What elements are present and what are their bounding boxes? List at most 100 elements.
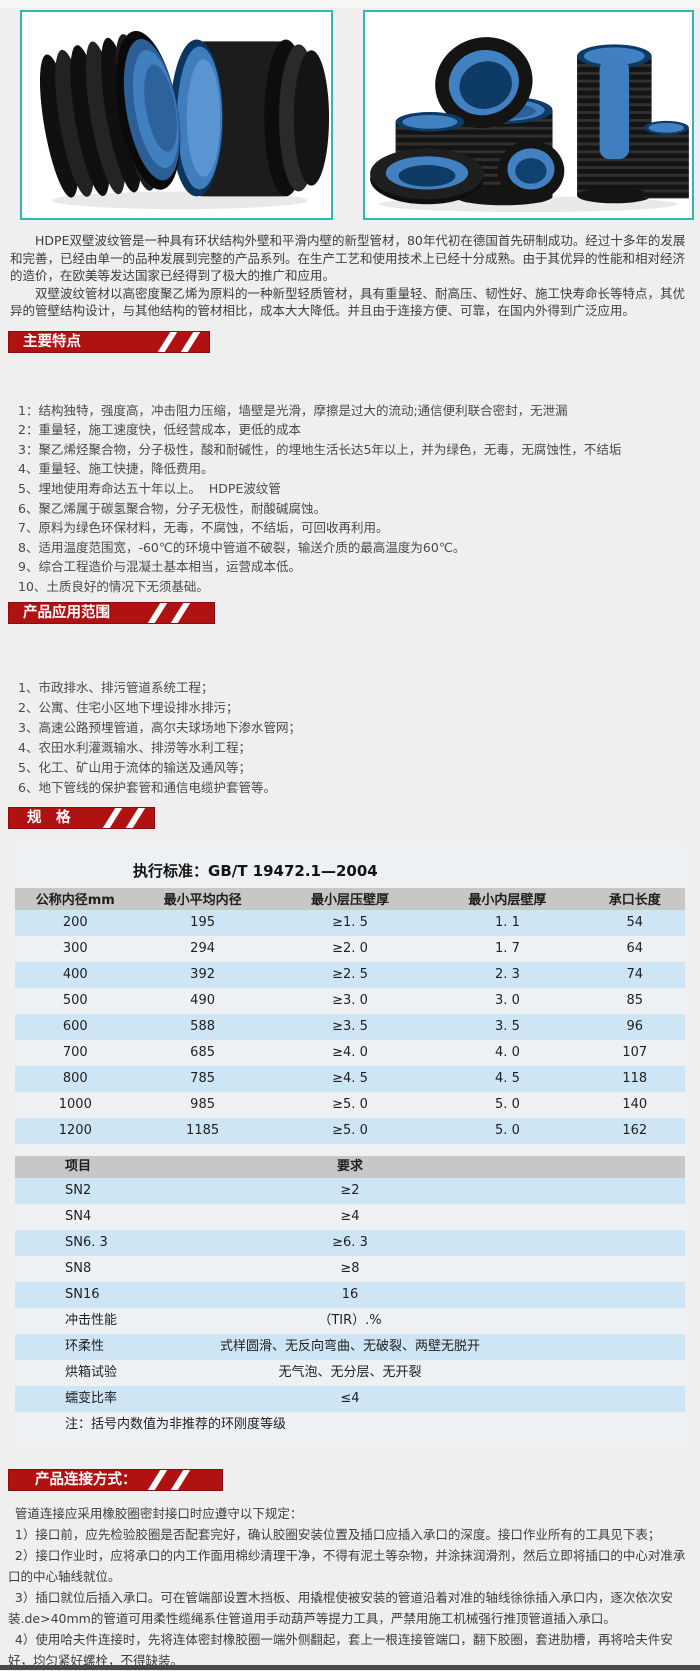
- cell-socket-length: 107: [622, 1045, 648, 1061]
- features-list: 1：结构独特，强度高，冲击阻力压缩，墙壁是光滑，摩擦是过大的流动;通信便利联合密…: [18, 362, 700, 597]
- cell-min-laminated-wall: ≥5. 0: [332, 1123, 368, 1139]
- cell-socket-length: 54: [626, 915, 644, 931]
- cell-min-laminated-wall: ≥3. 0: [332, 993, 368, 1009]
- cell-nominal-diameter: 1200: [58, 1123, 92, 1139]
- connection-paragraph: 1）接口前，应先检验胶圈是否配套完好，确认胶圈安装位置及插口应插入承口的深度。接…: [14, 1526, 661, 1542]
- product-photo-pipe-pair: [20, 10, 333, 220]
- feature-item: 1：结构独特，强度高，冲击阻力压缩，墙壁是光滑，摩擦是过大的流动;通信便利联合密…: [18, 402, 568, 418]
- cell-socket-length: 140: [622, 1097, 648, 1113]
- cell-nominal-diameter: 1000: [58, 1097, 92, 1113]
- table-row: 800 785 ≥4. 5 4. 5 118: [15, 1065, 685, 1092]
- cell-item: SN4: [65, 1208, 92, 1224]
- pipe-right: [170, 39, 330, 197]
- connection-paragraph: 2）接口作业时，应将承口的内工作面用棉纱清理干净，不得有泥土等杂物，并涂抹润滑剂…: [8, 1547, 686, 1584]
- table-row: 200 195 ≥1. 5 1. 1 54: [15, 909, 685, 936]
- pipe-left: [39, 30, 181, 198]
- dimension-table: 公称内径mm 最小平均内径 最小层压壁厚 最小内层壁厚 承口长度 200 195 ≥1.…: [15, 887, 685, 1144]
- connection-instructions: 管道连接应采用橡胶圈密封接口时应遵守以下规定： 1）接口前，应先检验胶圈是否配套完…: [8, 1503, 692, 1671]
- cell-nominal-diameter: 600: [62, 1019, 88, 1035]
- cell-socket-length: 162: [622, 1123, 648, 1139]
- intro-paragraph-2: 双壁波纹管材以高密度聚乙烯为原料的一种新型轻质管材，具有重量轻、耐高压、韧性好、…: [10, 285, 686, 319]
- cell-min-laminated-wall: ≥1. 5: [332, 915, 368, 931]
- cell-item: SN8: [65, 1260, 92, 1276]
- table-row: 400 392 ≥2. 5 2. 3 74: [15, 961, 685, 988]
- column-header-item: 项目: [65, 1158, 92, 1174]
- performance-table-header-row: 要求 项目: [15, 1155, 685, 1178]
- table-row: 注：括号内数值为非推荐的环刚度等级: [15, 1412, 685, 1438]
- feature-item: 6、聚乙烯属于碳氢聚合物，分子无极性，耐酸碱腐蚀。: [18, 500, 326, 516]
- cell-item: 注：括号内数值为非推荐的环刚度等级: [65, 1416, 287, 1432]
- product-images: [0, 8, 700, 220]
- pipe-small-ring-front: [497, 140, 565, 202]
- cell-min-inner-wall: 2. 3: [495, 967, 520, 983]
- pipe-group-illustration: [366, 12, 691, 218]
- cell-requirement: ≥4: [340, 1208, 360, 1224]
- application-item: 3、高速公路预埋管道，高尔夫球场地下渗水管网；: [18, 719, 301, 735]
- cell-min-inner-wall: 4. 0: [495, 1045, 520, 1061]
- cell-min-avg-diameter: 685: [190, 1045, 215, 1061]
- column-header: 最小平均内径: [135, 887, 270, 910]
- section-header-features: 主要特点: [8, 330, 210, 353]
- table-row: 式样圆滑、无反向弯曲、无破裂、两壁无脱开 环柔性: [15, 1333, 685, 1360]
- pipe-tall-cutaway: [577, 44, 652, 204]
- cell-nominal-diameter: 300: [62, 941, 88, 957]
- application-item: 4、农田水利灌溉输水、排涝等水利工程；: [18, 739, 251, 755]
- cell-item: 冲击性能: [65, 1312, 118, 1328]
- cell-min-avg-diameter: 588: [190, 1019, 215, 1035]
- connection-paragraph: 管道连接应采用橡胶圈密封接口时应遵守以下规定：: [14, 1505, 303, 1521]
- cell-nominal-diameter: 700: [62, 1045, 88, 1061]
- application-item: 1、市政排水、排污管道系统工程；: [18, 679, 214, 695]
- table-row: 700 685 ≥4. 0 4. 0 107: [15, 1040, 685, 1066]
- cell-requirement: ≥6. 3: [332, 1234, 368, 1250]
- cell-requirement: 无气泡、无分层、无开裂: [278, 1364, 422, 1380]
- cell-min-laminated-wall: ≥4. 0: [332, 1045, 368, 1061]
- section-title: 产品应用范围: [23, 604, 110, 621]
- pipe-short-right: [643, 120, 689, 199]
- cell-min-inner-wall: 5. 0: [495, 1097, 520, 1113]
- page-top-strip: [0, 0, 700, 8]
- cell-nominal-diameter: 400: [62, 967, 88, 983]
- cell-socket-length: 74: [626, 967, 644, 983]
- cell-min-inner-wall: 1. 1: [495, 915, 520, 931]
- feature-item: 10、土质良好的情况下无须基础。: [18, 579, 209, 595]
- table-row: ≥8 SN8: [15, 1256, 685, 1282]
- cell-socket-length: 118: [622, 1071, 648, 1087]
- feature-item: 2：重量轻，施工速度快，低经营成本，更低的成本: [18, 422, 301, 438]
- intro-text: HDPE双壁波纹管是一种具有环状结构外壁和平滑内壁的新型管材，80年代初在德国首…: [10, 232, 690, 320]
- cell-min-laminated-wall: ≥2. 5: [332, 967, 368, 983]
- cell-item: SN16: [65, 1286, 100, 1302]
- connection-paragraph: 4）使用哈夫件连接时，先将连体密封橡胶圈一端外侧翻起，套上一根连接管端口，翻下胶…: [8, 1631, 673, 1668]
- table-row: 600 588 ≥3. 5 3. 5 96: [15, 1013, 685, 1040]
- product-photo-pipe-group: [363, 10, 694, 220]
- table-row: 16 SN16: [15, 1281, 685, 1308]
- column-header: 承口长度: [584, 887, 685, 910]
- feature-item: 3：聚乙烯烃聚合物，分子极性，酸和耐碱性，的埋地生活长达5年以上，并为绿色，无毒…: [18, 441, 622, 457]
- cell-min-inner-wall: 4. 5: [495, 1071, 520, 1087]
- table-row: 无气泡、无分层、无开裂 烘箱试验: [15, 1360, 685, 1386]
- cell-requirement: 式样圆滑、无反向弯曲、无破裂、两壁无脱开: [219, 1338, 480, 1354]
- pipe-pair-illustration: [22, 12, 331, 218]
- feature-item: 8、适用温度范围宽，-60℃的环境中管道不破裂，输送介质的最高温度为60℃。: [18, 539, 466, 555]
- cell-item: 烘箱试验: [65, 1364, 118, 1380]
- cell-min-avg-diameter: 392: [190, 967, 215, 983]
- cell-requirement: （TIR）.%: [318, 1312, 382, 1328]
- application-item: 5、化工、矿山用于流体的输送及通风等；: [18, 759, 251, 775]
- pipe-lying-ring: [370, 148, 484, 205]
- section-title: 产品连接方式：: [35, 1471, 137, 1488]
- connection-paragraph: 3）插口就位后插入承口。可在管端部设置木挡板、用撬棍使被安装的管道沿着对准的轴线…: [8, 1589, 673, 1626]
- table-row: ≥4 SN4: [15, 1204, 685, 1230]
- table-row: ≤4 蠕变比率: [15, 1385, 685, 1412]
- column-header: 最小层压壁厚: [269, 887, 431, 910]
- cell-nominal-diameter: 500: [62, 993, 88, 1009]
- cell-min-inner-wall: 1. 7: [495, 941, 520, 957]
- table-row: ≥6. 3 SN6. 3: [15, 1229, 685, 1256]
- intro-paragraph-1: HDPE双壁波纹管是一种具有环状结构外壁和平滑内壁的新型管材，80年代初在德国首…: [10, 233, 686, 283]
- cell-nominal-diameter: 200: [62, 915, 88, 931]
- feature-item: 5、埋地使用寿命达五十年以上。 HDPE波纹管: [18, 481, 281, 497]
- cell-min-laminated-wall: ≥3. 5: [332, 1019, 368, 1035]
- cell-min-avg-diameter: 985: [190, 1097, 215, 1113]
- cell-min-avg-diameter: 294: [190, 941, 215, 957]
- table-row: 1000 985 ≥5. 0 5. 0 140: [15, 1092, 685, 1118]
- cell-min-laminated-wall: ≥4. 5: [332, 1071, 368, 1087]
- column-header: 最小内层壁厚: [430, 887, 585, 910]
